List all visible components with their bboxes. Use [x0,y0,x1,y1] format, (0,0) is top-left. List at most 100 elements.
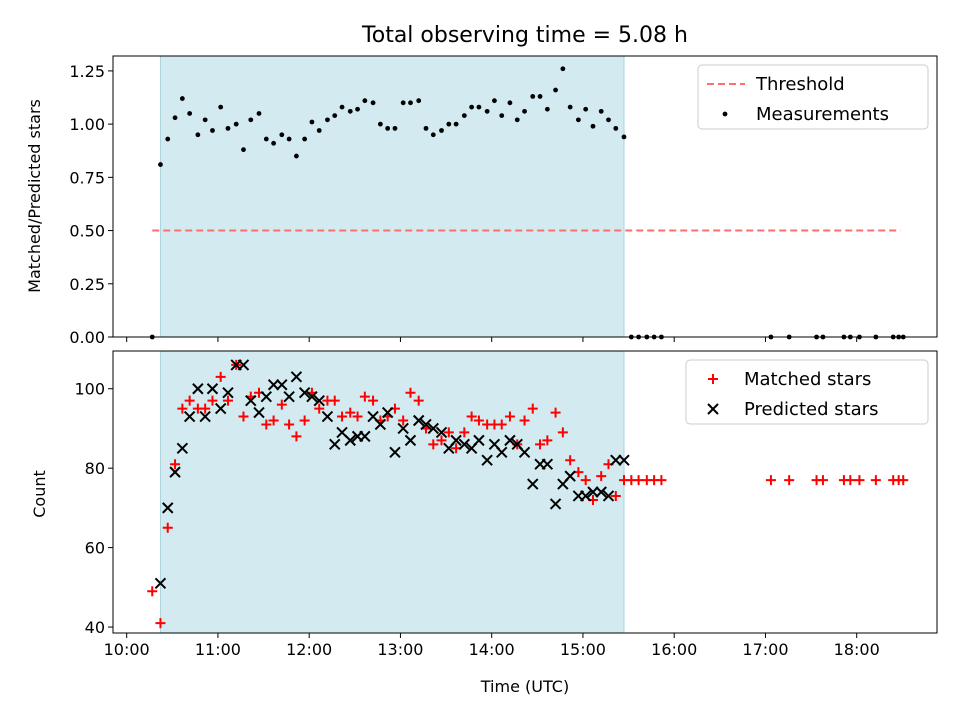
measurement-point [492,98,497,104]
matched-star-point [359,391,370,402]
matched-star-point [610,490,621,501]
x-tick-label: 18:00 [834,640,880,659]
measurement-point [439,128,444,133]
matched-star-point [215,371,226,382]
x-tick-label: 11:00 [195,640,241,659]
predicted-star-point [450,434,462,447]
y-tick-label: 0.50 [69,222,105,241]
observing-span [159,55,625,338]
y-tick-label: 0.25 [69,275,105,294]
predicted-star-point [458,438,471,451]
predicted-star-point [527,478,539,490]
predicted-star-point [267,379,280,391]
measurement-point [446,121,452,127]
predicted-star-point [427,422,439,435]
measurement-point [325,117,330,123]
measurement-point [560,66,566,72]
measurement-point [606,117,611,123]
predicted-star-point [183,410,196,423]
predicted-star-point [162,502,174,514]
matched-star-point [405,387,416,398]
predicted-star-point [290,371,303,383]
measurement-point [332,113,338,119]
predicted-star-point [496,446,508,458]
predicted-star-point [389,446,401,458]
predicted-star-point [313,394,325,407]
matched-star-point [428,439,439,450]
legend [697,64,929,130]
predicted-star-point [541,458,554,470]
predicted-star-point [260,390,273,403]
measurement-point [309,119,315,125]
measurement-point [370,100,376,106]
matched-star-point [284,419,295,430]
measurement-point [294,153,299,159]
predicted-star-point [359,430,371,443]
x-tick-label: 10:00 [104,640,150,659]
matched-star-point [368,395,379,406]
measurement-point [187,111,193,116]
measurement-point [590,123,596,129]
measurement-point [241,147,246,153]
observing-span [159,350,625,634]
legend-label: Matched stars [744,369,871,390]
matched-star-point [147,586,158,597]
measurement-point [286,136,292,142]
matched-star-point [184,395,195,406]
measurement-point [233,121,239,127]
top-title: Total observing time = 5.08 h [361,23,688,48]
predicted-star-point [276,379,288,391]
matched-star-point [817,475,828,486]
matched-star-point [527,403,538,414]
measurement-point [218,104,224,110]
x-tick-label: 14:00 [469,640,515,659]
predicted-star-point [154,577,167,590]
measurement-point [553,87,558,93]
matched-star-point [542,435,553,446]
measurement-point [165,136,171,142]
matched-star-point [200,403,211,414]
x-tick-label: 15:00 [560,640,606,659]
matched-star-point [504,411,515,422]
predicted-star-point [381,406,394,419]
y-tick-label: 100 [74,380,105,399]
top-panel: 0.00 0.25 0.50 0.75 1.00 1.25 Threshold Measure… [69,55,938,347]
measurement-point [202,117,208,123]
measurement-point [544,106,550,112]
matched-star-point [238,411,249,422]
legend-measurement-swatch [722,111,728,117]
y-tick-label: 1.00 [69,115,105,134]
legend-matched-swatch [708,374,718,384]
predicted-star-point [473,434,485,447]
axes-frame [112,350,938,634]
measurement-point [256,111,262,116]
matched-star-point [291,431,302,442]
matched-star-point [413,395,424,406]
bottom-xlabel: Time (UTC) [480,677,569,696]
matched-star-point [580,475,591,486]
matched-star-point [329,395,340,406]
measurement-point [575,117,581,123]
measurement-point [416,98,422,104]
measurement-point [537,94,543,99]
measurement-point [271,140,277,146]
predicted-star-point [504,434,516,447]
measurement-point [530,94,536,99]
predicted-star-point [435,426,448,439]
predicted-star-point [618,454,630,466]
matched-star-point [345,407,356,418]
predicted-star-point [199,410,211,423]
top-ylabel: Matched/Predicted stars [25,99,44,293]
matched-star-point [170,459,181,470]
predicted-star-point [481,454,493,466]
measurement-point [408,100,413,106]
bottom-panel: 40 60 80 100 10:00 11:00 12:00 13:00 14:00 15:00 1… [74,350,938,659]
predicted-star-point [222,386,234,399]
predicted-star-point [283,390,295,403]
x-tick-label: 16:00 [651,640,697,659]
matched-star-point [162,522,173,533]
x-tick-label: 17:00 [742,640,788,659]
predicted-star-point [253,406,265,419]
matched-star-point [765,475,776,486]
measurement-point [377,121,383,127]
